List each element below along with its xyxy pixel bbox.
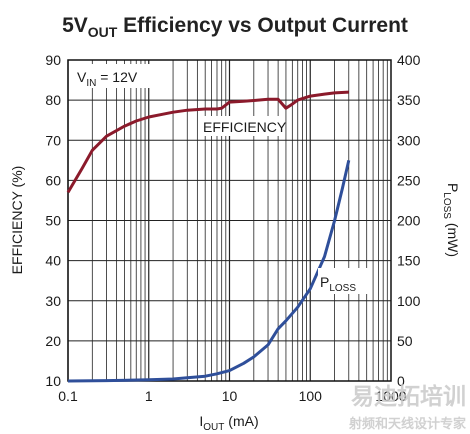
x-tick-label: 100 <box>299 388 323 404</box>
x-tick-label: 1000 <box>375 388 406 404</box>
x-axis-ticks: 0.1 1 10 100 1000 <box>58 388 407 404</box>
watermark-top: 易迪拓培训 <box>351 383 466 410</box>
y-left-tick-label: 10 <box>45 373 61 389</box>
ploss-series-line <box>67 159 351 383</box>
vin-annotation: VIN = 12V <box>77 69 138 89</box>
plot-frame <box>67 59 392 382</box>
y-left-tick-label: 30 <box>45 293 61 309</box>
y-left-tick-label: 90 <box>45 52 61 68</box>
y-right-tick-label: 150 <box>397 253 421 269</box>
x-tick-label: 0.1 <box>58 388 78 404</box>
chart-title: 5VOUT Efficiency vs Output Current <box>62 14 408 40</box>
y-left-tick-label: 20 <box>45 333 61 349</box>
right-axis-ticks: 0 50 100 150 200 250 300 350 400 <box>397 52 421 389</box>
y-right-tick-label: 300 <box>397 132 421 148</box>
y-right-tick-label: 50 <box>397 333 413 349</box>
y-right-tick-label: 100 <box>397 293 421 309</box>
y-left-tick-label: 80 <box>45 92 61 108</box>
efficiency-label-bg <box>201 116 285 136</box>
y-left-tick-label: 50 <box>45 213 61 229</box>
y-left-tick-label: 40 <box>45 253 61 269</box>
y-left-axis-label: EFFICIENCY (%) <box>9 166 25 275</box>
y-right-axis-label: PLOSS (mW) <box>441 183 461 257</box>
x-tick-label: 1 <box>145 388 153 404</box>
ploss-series-label: PLOSS <box>320 274 356 294</box>
y-right-tick-label: 400 <box>397 52 421 68</box>
efficiency-series-line <box>66 90 349 194</box>
vin-annotation-bg <box>72 64 154 88</box>
y-left-tick-label: 60 <box>45 172 61 188</box>
y-right-tick-label: 200 <box>397 213 421 229</box>
y-right-tick-label: 250 <box>397 172 421 188</box>
watermark-bottom: 射频和天线设计专家 <box>348 416 467 432</box>
left-axis-ticks: 10 20 30 40 50 60 70 80 90 <box>45 52 61 389</box>
grid-lines <box>67 59 391 382</box>
y-left-tick-label: 70 <box>45 132 61 148</box>
x-axis-label: IOUT (mA) <box>199 413 258 433</box>
y-right-tick-label: 350 <box>397 92 421 108</box>
watermark: 易迪拓培训 射频和天线设计专家 <box>348 383 467 432</box>
x-tick-label: 10 <box>222 388 238 404</box>
ploss-label-bg <box>318 268 368 294</box>
y-right-tick-label: 0 <box>397 373 405 389</box>
efficiency-series-label: EFFICIENCY <box>203 119 287 135</box>
